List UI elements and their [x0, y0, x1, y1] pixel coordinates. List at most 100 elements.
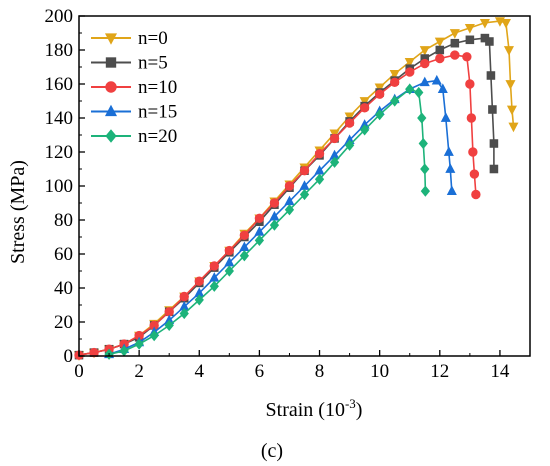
series-n-10-point: [435, 53, 445, 64]
x-tick-label: 2: [134, 361, 144, 382]
series-n-20-point: [164, 319, 174, 332]
legend-n-10: n=10: [91, 77, 177, 98]
x-axis-title-exponent: -3: [345, 396, 356, 411]
y-tick-label: 60: [54, 244, 73, 265]
series-n-0-point: [389, 69, 400, 80]
x-tick-label: 4: [195, 361, 205, 382]
x-tick-label: 12: [430, 361, 449, 382]
series-n-0-point: [404, 58, 415, 68]
series-n-5-point: [489, 139, 499, 148]
legend-n-5-label: n=5: [138, 53, 168, 74]
figure-caption: (c): [261, 440, 283, 462]
series-n-10-point: [359, 103, 370, 113]
series-n-10-point: [209, 261, 220, 271]
legend-n-0: n=0: [91, 28, 168, 49]
series-n-20-point: [194, 294, 204, 306]
series-n-20-point: [239, 250, 250, 262]
y-tick-label: 80: [54, 210, 73, 231]
x-axis-title-close: ): [356, 399, 363, 421]
series-n-0-point: [479, 18, 490, 29]
y-tick-label: 0: [64, 346, 74, 367]
y-tick-label: 20: [54, 312, 73, 333]
series-n-20-point: [179, 307, 189, 320]
series-n-10-point: [314, 149, 325, 159]
series-n-10-point: [390, 77, 400, 88]
series-n-0-point: [500, 18, 511, 29]
x-axis-title-main: Strain (10: [266, 399, 345, 421]
legend-n-15-marker: [104, 104, 118, 117]
series-n-10-point: [469, 169, 480, 179]
x-tick-label: 14: [490, 361, 510, 382]
series-n-0-point: [344, 112, 355, 122]
y-tick-label: 180: [45, 40, 74, 61]
series-n-10-point: [468, 147, 478, 157]
series-n-0-point: [374, 83, 385, 94]
series-n-20-point: [417, 112, 427, 124]
series-n-10-point: [471, 189, 481, 200]
legend-n-15-label: n=15: [138, 102, 177, 123]
series-n-5-point: [450, 38, 460, 48]
series-n-20-point: [254, 234, 265, 247]
legend-n-10-label: n=10: [138, 77, 177, 98]
series-n-20-point: [329, 156, 340, 168]
legend-n-5: n=5: [91, 53, 168, 74]
x-tick-label: 8: [315, 361, 325, 382]
series-n-5-point: [489, 164, 499, 174]
series-n-5-point: [485, 37, 494, 46]
series-n-20-point: [299, 188, 310, 201]
series-n-20-point: [149, 329, 159, 342]
series-n-10-point: [254, 213, 265, 224]
series-n-10-point: [299, 166, 310, 176]
x-tick-label: 6: [255, 361, 265, 382]
series-n-0-point: [359, 97, 370, 107]
series-n-15-point: [445, 163, 456, 173]
series-n-15-point: [443, 146, 454, 156]
series-n-20-point: [405, 83, 415, 95]
series-n-5-point: [486, 71, 496, 80]
y-tick-label: 160: [45, 74, 74, 95]
series-n-10-point: [179, 291, 189, 302]
series-n-15-point: [446, 185, 457, 195]
series-n-20-point: [284, 204, 295, 216]
x-axis-title: Strain (10-3): [266, 396, 363, 421]
series-n-0-point: [506, 105, 517, 116]
series-n-20-point: [414, 86, 424, 99]
series-n-10-point: [465, 79, 475, 89]
series-n-20-point: [269, 219, 280, 231]
series-n-15-point: [437, 83, 448, 93]
series-n-0-point: [464, 24, 475, 34]
legend-n-20: n=20: [91, 126, 177, 147]
series-n-20-point: [359, 124, 370, 136]
series-n-20: [104, 83, 431, 360]
series-layer: [73, 17, 519, 361]
series-n-10-point: [284, 181, 295, 191]
legend: n=0 n=5 n=10 n=15 n=20: [91, 28, 177, 147]
series-n-20-point: [314, 173, 325, 185]
y-tick-label: 200: [45, 6, 74, 27]
legend-n-20-marker: [105, 129, 117, 143]
series-n-10-point: [420, 58, 430, 69]
series-n-5-point: [488, 105, 497, 114]
legend-n-10-marker: [105, 81, 117, 93]
series-n-20-point: [344, 139, 355, 151]
y-tick-label: 140: [45, 108, 74, 129]
series-n-0-point: [505, 80, 516, 90]
legend-n-15: n=15: [91, 102, 177, 123]
series-n-10-point: [405, 67, 415, 77]
series-n-20-point: [420, 163, 430, 175]
series-n-20-point: [209, 280, 219, 292]
series-n-10-point: [239, 230, 250, 241]
series-n-10-point: [224, 245, 235, 256]
series-n-10-point: [329, 133, 340, 144]
x-tick-label: 10: [370, 361, 389, 382]
series-n-10-point: [89, 347, 99, 358]
series-n-20-point: [420, 185, 431, 197]
series-n-0-point: [419, 46, 430, 56]
series-n-20-point: [375, 108, 385, 121]
series-n-10-point: [466, 113, 477, 123]
series-n-0-point: [449, 29, 460, 39]
y-axis-title: Stress (MPa): [7, 160, 29, 264]
series-n-10-point: [269, 198, 280, 208]
legend-n-0-label: n=0: [138, 28, 168, 49]
series-n-20-point: [418, 137, 428, 150]
